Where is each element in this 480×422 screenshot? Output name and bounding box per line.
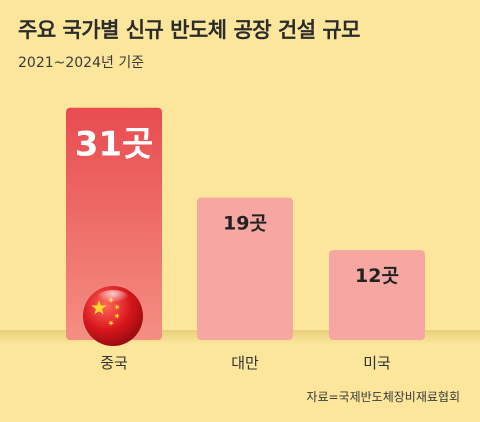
bar-대만 <box>197 197 293 340</box>
chart-subtitle: 2021~2024년 기준 <box>18 55 145 71</box>
value-label-중국: 31곳 <box>75 125 154 165</box>
value-label-미국: 12곳 <box>355 265 399 287</box>
source-note: 자료=국제반도체장비재료협회 <box>306 390 460 404</box>
bar-미국 <box>329 250 425 340</box>
category-label-대만: 대만 <box>231 354 259 372</box>
chart-title: 주요 국가별 신규 반도체 공장 건설 규모 <box>18 18 361 42</box>
category-label-중국: 중국 <box>100 354 128 372</box>
bar-중국 <box>66 107 162 340</box>
china-flag-ball-icon <box>83 286 143 346</box>
category-label-미국: 미국 <box>363 354 391 372</box>
value-label-대만: 19곳 <box>223 213 267 235</box>
